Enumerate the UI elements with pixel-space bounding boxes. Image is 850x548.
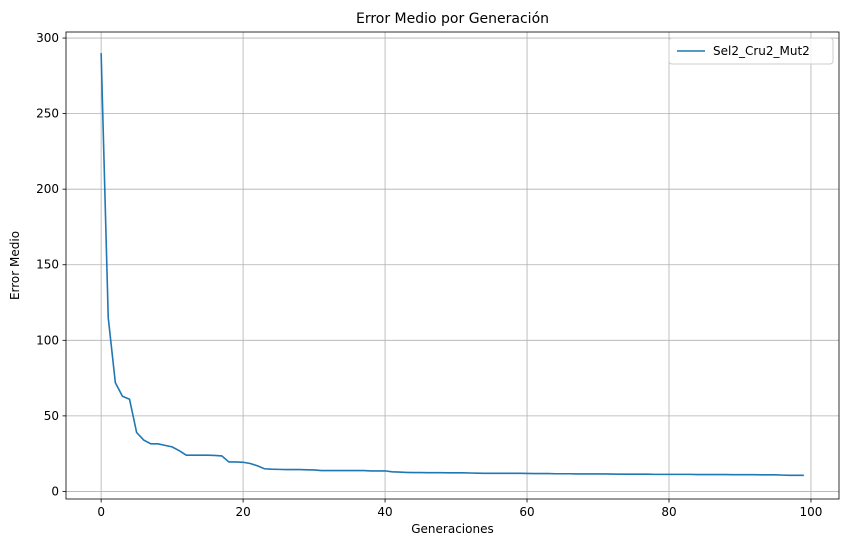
y-tick-label: 300 xyxy=(36,31,59,45)
legend-label: Sel2_Cru2_Mut2 xyxy=(713,44,810,58)
chart-title: Error Medio por Generación xyxy=(356,11,549,27)
x-tick-label: 0 xyxy=(97,505,105,519)
x-tick-label: 60 xyxy=(519,505,534,519)
y-tick-label: 150 xyxy=(36,258,59,272)
y-tick-label: 200 xyxy=(36,182,59,196)
y-axis-label: Error Medio xyxy=(8,231,22,300)
y-tick-label: 0 xyxy=(51,484,59,498)
x-tick-label: 100 xyxy=(800,505,823,519)
plot-area xyxy=(66,32,839,499)
y-tick-label: 100 xyxy=(36,333,59,347)
legend: Sel2_Cru2_Mut2 xyxy=(668,37,834,65)
x-axis-label: Generaciones xyxy=(411,522,493,536)
plot-frame xyxy=(65,31,840,500)
x-axis-ticks: 0 20 40 60 80 100 xyxy=(97,499,822,519)
y-tick-label: 50 xyxy=(44,409,59,423)
series-line-sel2-cru2-mut2 xyxy=(100,53,804,477)
legend-box xyxy=(668,37,834,65)
x-tick-label: 40 xyxy=(377,505,392,519)
x-tick-label: 20 xyxy=(235,505,250,519)
x-tick-label: 80 xyxy=(661,505,676,519)
y-axis-ticks: 0 50 100 150 200 250 300 xyxy=(36,31,66,498)
y-tick-label: 250 xyxy=(36,107,59,121)
